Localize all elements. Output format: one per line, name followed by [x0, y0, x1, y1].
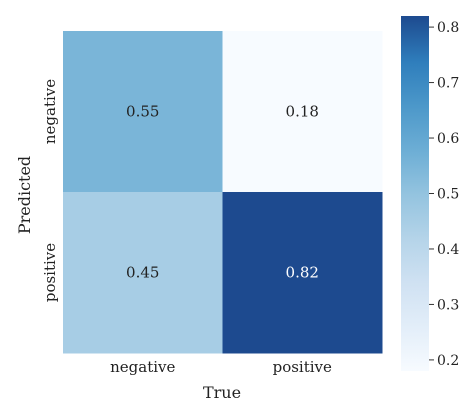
colorbar-tick-label: 0.3 [437, 297, 459, 313]
cell-value-label: 0.45 [126, 264, 159, 282]
y-axis-title: Predicted [15, 156, 34, 234]
colorbar-tick-label: 0.2 [437, 353, 459, 369]
heatmap-cell-negative-negative [63, 31, 223, 193]
heatmap-cell-negative-positive [222, 31, 383, 193]
x-tick-label: negative [110, 358, 175, 376]
y-tick-label: positive [41, 243, 59, 302]
heatmap-cell-positive-positive [222, 192, 383, 354]
colorbar-tick-label: 0.8 [437, 20, 459, 36]
x-tick-label: positive [273, 358, 332, 376]
x-axis-title: True [203, 383, 241, 402]
heatmap-cell-positive-negative [63, 192, 223, 354]
y-tick-label: negative [41, 79, 59, 144]
colorbar-tick-label: 0.4 [437, 242, 459, 258]
colorbar-tick-label: 0.7 [437, 76, 459, 92]
cell-value-label: 0.82 [286, 264, 319, 282]
cell-value-label: 0.55 [126, 103, 159, 121]
colorbar-tick-label: 0.5 [437, 187, 459, 203]
colorbar [401, 16, 429, 371]
cell-value-label: 0.18 [286, 103, 319, 121]
colorbar-tick-label: 0.6 [437, 131, 459, 147]
